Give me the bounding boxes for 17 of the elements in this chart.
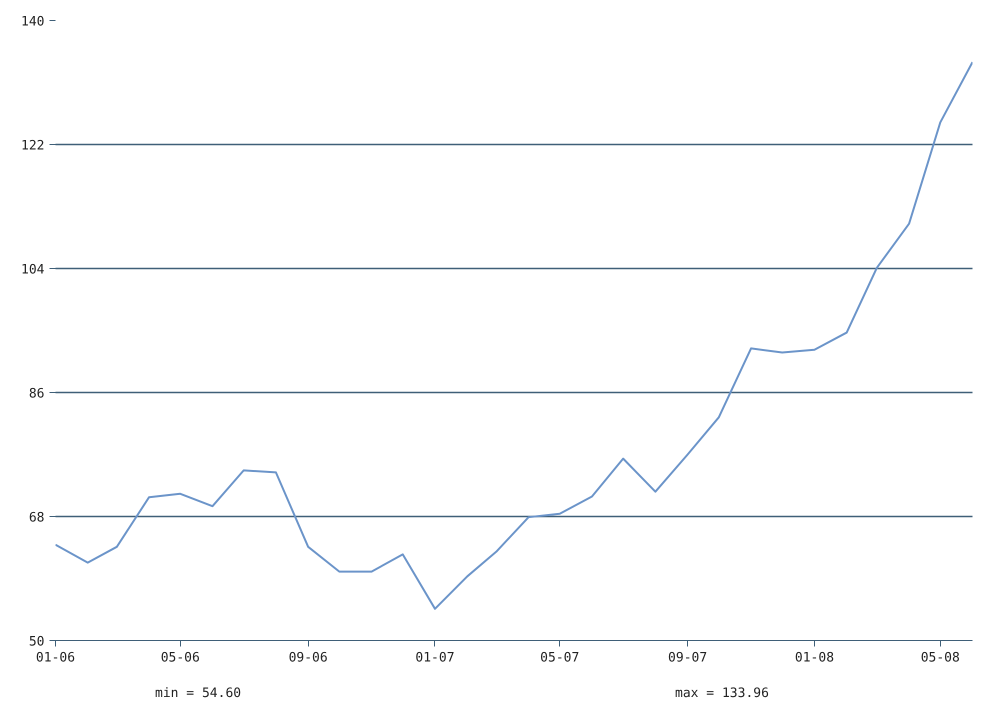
x-tick-label: 01-06	[36, 650, 76, 666]
y-tick-label: 140	[21, 14, 45, 30]
y-tick-label: 86	[28, 386, 45, 402]
y-tick-label: 104	[21, 262, 45, 278]
x-tick-label: 05-08	[920, 650, 960, 666]
y-tick-label: 68	[28, 510, 45, 526]
x-tick-label: 01-07	[415, 650, 455, 666]
x-tick-label: 09-07	[668, 650, 708, 666]
y-tick-label: 122	[21, 138, 45, 154]
x-tick-label: 05-06	[160, 650, 200, 666]
text: min = 54.60	[155, 685, 242, 703]
x-tick-label: 01-08	[794, 650, 834, 666]
x-tick-label: 09-06	[288, 650, 328, 666]
y-tick-label: 50	[28, 634, 45, 650]
x-tick-label: 05-07	[540, 650, 580, 666]
line-series	[56, 61, 972, 610]
text: max = 133.96	[675, 685, 769, 703]
